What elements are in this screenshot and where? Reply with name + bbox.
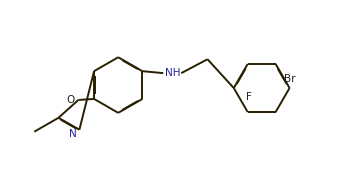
- Text: F: F: [246, 92, 252, 102]
- Text: NH: NH: [164, 68, 180, 78]
- Text: N: N: [68, 129, 76, 139]
- Text: O: O: [66, 95, 74, 105]
- Text: Br: Br: [283, 74, 295, 84]
